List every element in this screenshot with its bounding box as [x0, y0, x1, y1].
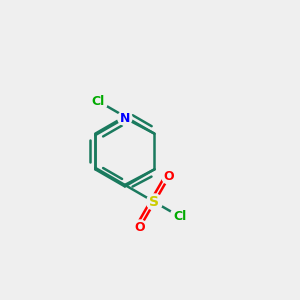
Circle shape	[146, 194, 163, 210]
Circle shape	[162, 170, 176, 184]
Text: O: O	[135, 221, 145, 234]
Circle shape	[89, 92, 108, 111]
Text: Cl: Cl	[173, 210, 186, 223]
Text: Cl: Cl	[92, 95, 105, 108]
Text: N: N	[120, 112, 130, 124]
Circle shape	[170, 207, 189, 226]
Circle shape	[133, 220, 147, 234]
Text: S: S	[149, 195, 160, 209]
Circle shape	[118, 111, 132, 125]
Text: O: O	[164, 170, 174, 183]
